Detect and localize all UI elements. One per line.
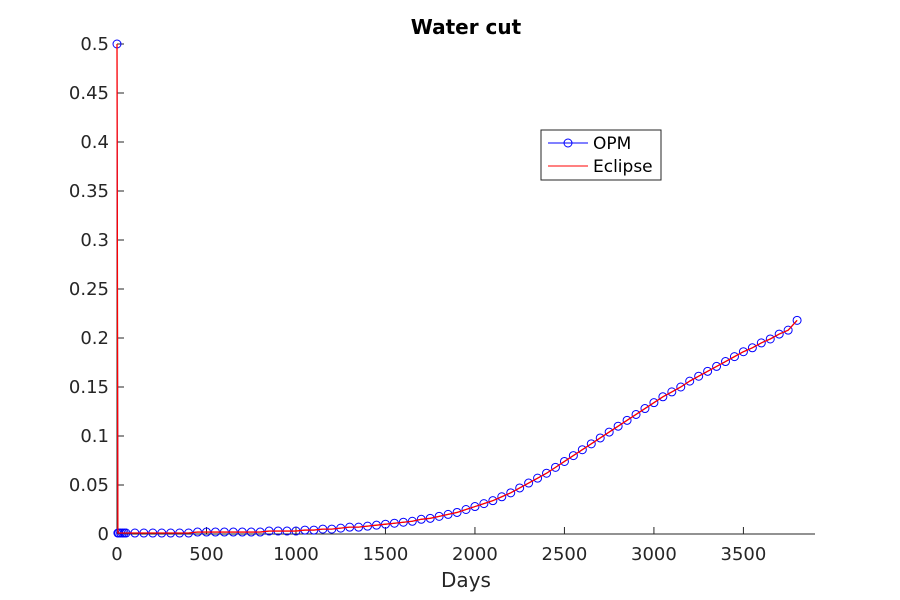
data-point-opm bbox=[631, 409, 641, 419]
data-point-opm bbox=[667, 387, 677, 397]
data-point-opm bbox=[542, 468, 552, 478]
x-tick-label: 2000 bbox=[452, 544, 498, 565]
data-point-opm bbox=[712, 361, 722, 371]
x-tick-label: 1000 bbox=[273, 544, 319, 565]
y-tick-label: 0.15 bbox=[69, 377, 109, 398]
x-ticks: 0 500 1000 1500 2000 2500 3000 3500 bbox=[111, 527, 766, 565]
data-point-opm bbox=[756, 338, 766, 348]
data-point-opm bbox=[488, 496, 498, 506]
data-point-opm bbox=[729, 352, 739, 362]
data-point-opm bbox=[765, 334, 775, 344]
data-point-opm bbox=[568, 451, 578, 461]
data-point-opm bbox=[586, 439, 596, 449]
data-point-opm bbox=[506, 488, 516, 498]
data-point-opm bbox=[703, 366, 713, 376]
x-tick-label: 1500 bbox=[363, 544, 409, 565]
data-point-opm bbox=[434, 511, 444, 521]
data-point-opm bbox=[613, 421, 623, 431]
data-point-opm bbox=[622, 415, 632, 425]
data-point-opm bbox=[649, 398, 659, 408]
data-point-opm bbox=[676, 382, 686, 392]
x-axis-title: Days bbox=[441, 568, 491, 592]
plot-area: 0 500 1000 1500 2000 2500 3000 3500 0 0.05 0.1 0.1… bbox=[69, 34, 815, 565]
data-point-opm bbox=[783, 325, 793, 335]
data-point-opm bbox=[524, 478, 534, 488]
y-tick-label: 0 bbox=[98, 524, 109, 545]
data-point-opm bbox=[685, 376, 695, 386]
y-tick-label: 0.25 bbox=[69, 279, 109, 300]
data-point-opm bbox=[470, 502, 480, 512]
x-tick-label: 3000 bbox=[631, 544, 677, 565]
data-point-opm bbox=[658, 392, 668, 402]
data-point-opm bbox=[738, 347, 748, 357]
data-point-opm bbox=[774, 329, 784, 339]
data-point-opm bbox=[497, 492, 507, 502]
data-point-opm bbox=[559, 456, 569, 466]
data-point-opm bbox=[550, 462, 560, 472]
y-tick-label: 0.45 bbox=[69, 83, 109, 104]
data-point-opm bbox=[747, 343, 757, 353]
data-point-opm bbox=[640, 404, 650, 414]
y-tick-label: 0.2 bbox=[80, 328, 109, 349]
y-tick-label: 0.3 bbox=[80, 230, 109, 251]
legend-opm-marker bbox=[563, 138, 573, 148]
y-tick-label: 0.4 bbox=[80, 132, 109, 153]
series-line-eclipse bbox=[116, 43, 798, 534]
legend-box bbox=[540, 129, 662, 181]
chart-title: Water cut bbox=[411, 15, 522, 39]
data-point-opm bbox=[595, 433, 605, 443]
y-tick-label: 0.35 bbox=[69, 181, 109, 202]
data-point-opm bbox=[604, 427, 614, 437]
data-point-opm bbox=[721, 357, 731, 367]
y-tick-label: 0.05 bbox=[69, 475, 109, 496]
data-point-opm bbox=[792, 315, 802, 325]
data-point-opm bbox=[533, 473, 543, 483]
x-tick-label: 0 bbox=[111, 544, 122, 565]
data-point-opm bbox=[479, 499, 489, 509]
x-tick-label: 3500 bbox=[721, 544, 767, 565]
data-point-opm bbox=[461, 505, 471, 514]
data-point-opm bbox=[577, 445, 587, 455]
legend-eclipse-label: Eclipse bbox=[593, 157, 653, 177]
legend: OPM Eclipse bbox=[540, 129, 662, 181]
x-tick-label: 500 bbox=[189, 544, 223, 565]
data-point-opm bbox=[515, 483, 525, 493]
y-tick-label: 0.1 bbox=[80, 426, 109, 447]
y-tick-label: 0.5 bbox=[80, 34, 109, 55]
data-point-opm bbox=[694, 371, 704, 381]
series-layer bbox=[112, 39, 802, 538]
data-point-opm bbox=[452, 507, 462, 517]
data-point-opm bbox=[443, 509, 453, 519]
legend-opm-label: OPM bbox=[593, 134, 631, 154]
x-tick-label: 2500 bbox=[542, 544, 588, 565]
